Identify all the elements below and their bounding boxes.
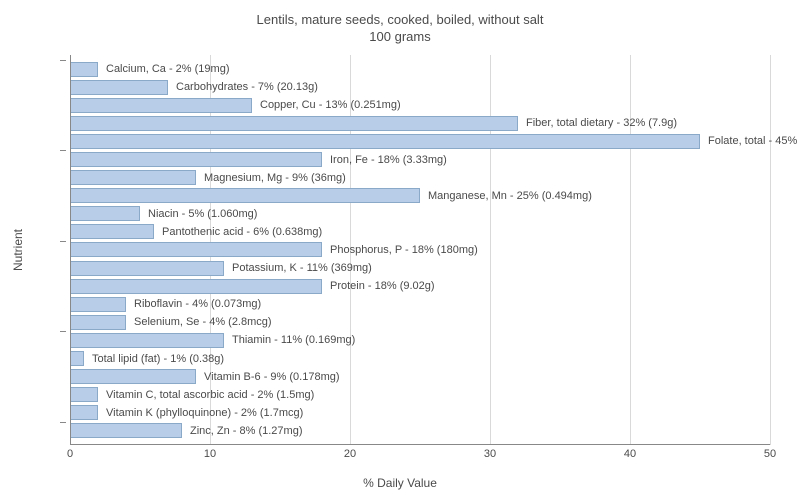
y-axis-line <box>70 55 71 445</box>
y-tick-mark <box>60 331 66 332</box>
bar <box>70 62 98 77</box>
x-tick-label: 40 <box>624 448 636 460</box>
bar <box>70 152 322 167</box>
bar-row: Vitamin B-6 - 9% (0.178mg) <box>70 368 770 385</box>
bar <box>70 242 322 257</box>
plot-area: Calcium, Ca - 2% (19mg) Carbohydrates - 7… <box>70 55 770 445</box>
bar-row: Copper, Cu - 13% (0.251mg) <box>70 97 770 114</box>
bar-label: Phosphorus, P - 18% (180mg) <box>324 244 478 256</box>
x-tick-label: 20 <box>344 448 356 460</box>
bar-row: Zinc, Zn - 8% (1.27mg) <box>70 422 770 439</box>
bar <box>70 423 182 438</box>
bar <box>70 188 420 203</box>
bar-label: Manganese, Mn - 25% (0.494mg) <box>422 190 592 202</box>
bar <box>70 333 224 348</box>
bar-label: Vitamin B-6 - 9% (0.178mg) <box>198 371 340 383</box>
bar-label: Riboflavin - 4% (0.073mg) <box>128 298 261 310</box>
bar-row: Total lipid (fat) - 1% (0.38g) <box>70 350 770 367</box>
bar-row: Phosphorus, P - 18% (180mg) <box>70 241 770 258</box>
bar-label: Calcium, Ca - 2% (19mg) <box>100 63 229 75</box>
bar-label: Selenium, Se - 4% (2.8mcg) <box>128 316 272 328</box>
bar-row: Folate, total - 45% (181mcg) <box>70 133 770 150</box>
bar <box>70 206 140 221</box>
y-axis-label: Nutrient <box>11 229 25 271</box>
chart-title: Lentils, mature seeds, cooked, boiled, w… <box>0 0 800 46</box>
bar <box>70 369 196 384</box>
bar-row: Riboflavin - 4% (0.073mg) <box>70 296 770 313</box>
bars-region: Calcium, Ca - 2% (19mg) Carbohydrates - 7… <box>70 60 770 440</box>
y-tick-mark <box>60 241 66 242</box>
x-tick-label: 0 <box>67 448 73 460</box>
bar-row: Vitamin K (phylloquinone) - 2% (1.7mcg) <box>70 404 770 421</box>
y-tick-mark <box>60 60 66 61</box>
x-ticks: 01020304050 <box>70 448 770 468</box>
bar-row: Niacin - 5% (1.060mg) <box>70 205 770 222</box>
bar-row: Potassium, K - 11% (369mg) <box>70 260 770 277</box>
bar-row: Calcium, Ca - 2% (19mg) <box>70 61 770 78</box>
bar-label: Potassium, K - 11% (369mg) <box>226 262 372 274</box>
x-tick-label: 30 <box>484 448 496 460</box>
bar-row: Selenium, Se - 4% (2.8mcg) <box>70 314 770 331</box>
bar <box>70 351 84 366</box>
bar <box>70 261 224 276</box>
x-axis-line <box>70 444 770 445</box>
bar-row: Iron, Fe - 18% (3.33mg) <box>70 151 770 168</box>
bar-label: Vitamin C, total ascorbic acid - 2% (1.5… <box>100 389 314 401</box>
bar <box>70 170 196 185</box>
bar <box>70 297 126 312</box>
title-line-2: 100 grams <box>0 29 800 46</box>
grid-line <box>770 55 771 445</box>
bar-row: Magnesium, Mg - 9% (36mg) <box>70 169 770 186</box>
bar-label: Magnesium, Mg - 9% (36mg) <box>198 172 346 184</box>
bar <box>70 315 126 330</box>
bar <box>70 98 252 113</box>
bar-label: Protein - 18% (9.02g) <box>324 280 435 292</box>
bar <box>70 279 322 294</box>
bar-row: Vitamin C, total ascorbic acid - 2% (1.5… <box>70 386 770 403</box>
y-tick-mark <box>60 422 66 423</box>
bar-label: Iron, Fe - 18% (3.33mg) <box>324 154 447 166</box>
bar <box>70 116 518 131</box>
bar <box>70 224 154 239</box>
bar-label: Copper, Cu - 13% (0.251mg) <box>254 99 401 111</box>
bar <box>70 405 98 420</box>
bar-row: Protein - 18% (9.02g) <box>70 278 770 295</box>
bar-label: Niacin - 5% (1.060mg) <box>142 208 257 220</box>
bar-label: Zinc, Zn - 8% (1.27mg) <box>184 425 302 437</box>
x-tick-label: 10 <box>204 448 216 460</box>
bar-row: Thiamin - 11% (0.169mg) <box>70 332 770 349</box>
bar-row: Manganese, Mn - 25% (0.494mg) <box>70 187 770 204</box>
title-line-1: Lentils, mature seeds, cooked, boiled, w… <box>0 12 800 29</box>
bar-row: Carbohydrates - 7% (20.13g) <box>70 79 770 96</box>
bar-row: Pantothenic acid - 6% (0.638mg) <box>70 223 770 240</box>
x-axis-label: % Daily Value <box>363 476 437 490</box>
bar <box>70 134 700 149</box>
bar-label: Pantothenic acid - 6% (0.638mg) <box>156 226 322 238</box>
bar-row: Fiber, total dietary - 32% (7.9g) <box>70 115 770 132</box>
y-tick-mark <box>60 150 66 151</box>
y-ticks <box>60 55 68 445</box>
bar <box>70 80 168 95</box>
x-tick-label: 50 <box>764 448 776 460</box>
nutrient-chart: Lentils, mature seeds, cooked, boiled, w… <box>0 0 800 500</box>
bar-label: Folate, total - 45% (181mcg) <box>702 135 800 147</box>
bar <box>70 387 98 402</box>
bar-label: Fiber, total dietary - 32% (7.9g) <box>520 117 677 129</box>
bar-label: Total lipid (fat) - 1% (0.38g) <box>86 353 224 365</box>
bar-label: Vitamin K (phylloquinone) - 2% (1.7mcg) <box>100 407 303 419</box>
bar-label: Carbohydrates - 7% (20.13g) <box>170 81 318 93</box>
bar-label: Thiamin - 11% (0.169mg) <box>226 334 355 346</box>
